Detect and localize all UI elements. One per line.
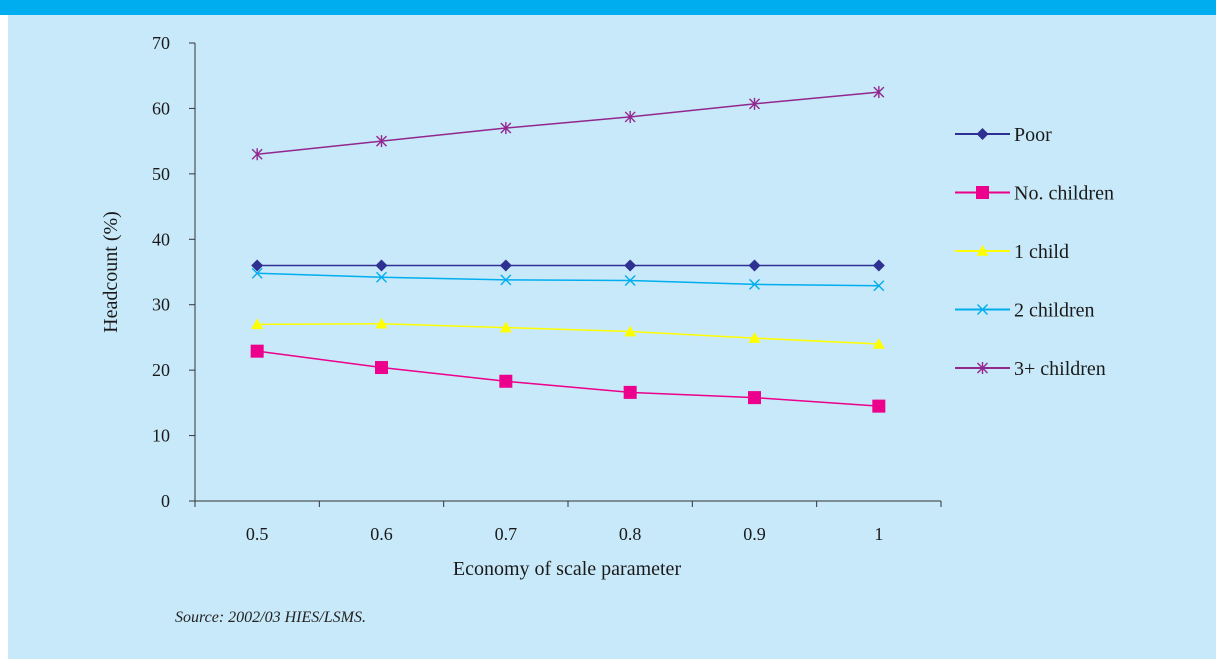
legend-item-2-children: 2 children [955, 300, 1095, 322]
x-tick-label: 0.7 [495, 524, 518, 544]
legend-item-no-children: No. children [955, 183, 1114, 205]
legend-label: 1 child [1014, 241, 1069, 263]
y-tick-label: 50 [152, 164, 170, 184]
data-point-poor [872, 259, 885, 272]
legend-item-1-child: 1 child [955, 241, 1069, 263]
chart-panel [8, 15, 1216, 659]
y-tick-label: 30 [152, 295, 170, 315]
y-axis-title: Headcount (%) [100, 211, 122, 333]
legend-marker [977, 362, 988, 374]
y-tick-label: 70 [152, 33, 170, 53]
data-point-poor [624, 259, 637, 272]
marker-stroke [251, 267, 263, 279]
top-accent-bar [0, 0, 1216, 15]
marker-stroke [977, 304, 988, 315]
data-point-3-children [376, 135, 387, 148]
legend-marker [976, 245, 989, 256]
x-tick-label: 0.6 [370, 524, 393, 544]
marker-stroke [376, 271, 387, 283]
series-line-2-children [257, 272, 879, 287]
marker-stroke [873, 280, 885, 292]
legend-label: Poor [1014, 124, 1052, 146]
y-tick-label: 10 [152, 426, 170, 446]
data-point-no-children [623, 385, 637, 399]
y-tick-label: 40 [152, 229, 170, 249]
data-point-poor [251, 259, 264, 272]
data-point-2-children [624, 275, 636, 287]
legend-item-3-children: 3+ children [955, 358, 1106, 380]
data-point-2-children [376, 271, 387, 283]
data-point-1-child [251, 318, 264, 330]
series-line-3-children [257, 91, 879, 155]
data-point-2-children [873, 280, 885, 292]
source-note: Source: 2002/03 HIES/LSMS. [175, 609, 366, 626]
data-point-poor [499, 259, 512, 272]
data-point-1-child [375, 317, 388, 329]
data-point-1-child [872, 337, 885, 349]
series-no-children [250, 344, 886, 413]
data-point-no-children [499, 374, 513, 388]
y-tick-label: 60 [152, 98, 170, 118]
data-point-no-children [748, 391, 761, 405]
x-tick-label: 0.9 [743, 524, 766, 544]
x-tick-label: 0.5 [246, 524, 269, 544]
legend-label: No. children [1014, 183, 1114, 205]
data-point-no-children [375, 361, 388, 375]
y-tick-label: 0 [161, 491, 170, 511]
data-point-1-child [624, 325, 637, 337]
data-point-2-children [500, 274, 512, 286]
data-point-3-children [500, 122, 512, 135]
series-3-children [251, 86, 885, 161]
legend-marker [976, 128, 989, 140]
series-2-children [251, 267, 885, 292]
series-poor [251, 259, 885, 272]
marker-stroke [749, 278, 760, 290]
data-point-1-child [748, 332, 761, 343]
data-point-3-children [873, 86, 885, 99]
x-tick-label: 1 [874, 524, 883, 544]
x-axis-title: Economy of scale parameter [453, 558, 682, 580]
marker-stroke [500, 274, 512, 286]
legend-label: 2 children [1014, 300, 1095, 322]
chart-axes: 0 10 20 30 40 50 60 70 0.5 0.6 0.7 0.8 0.9 1 [152, 33, 942, 544]
legend-label: 3+ children [1014, 358, 1106, 380]
data-point-3-children [251, 148, 263, 161]
data-point-3-children [624, 110, 636, 123]
legend-item-poor: Poor [955, 124, 1052, 146]
marker-stroke [624, 275, 636, 287]
series-line-1-child [257, 322, 879, 345]
data-point-poor [748, 259, 761, 272]
data-point-2-children [749, 278, 760, 290]
data-point-poor [375, 259, 388, 272]
legend-marker [976, 186, 989, 199]
data-point-no-children [872, 399, 886, 413]
data-point-2-children [251, 267, 263, 279]
data-point-3-children [749, 97, 760, 110]
chart-legend: Poor No. children 1 child 2 children 3+ chil… [955, 124, 1114, 380]
series-line-no-children [257, 350, 879, 407]
data-point-no-children [250, 344, 264, 358]
chart-series [250, 86, 886, 413]
legend-marker [977, 304, 988, 315]
series-1-child [251, 317, 885, 349]
y-tick-label: 20 [152, 360, 170, 380]
data-point-1-child [499, 321, 512, 333]
x-tick-label: 0.8 [619, 524, 642, 544]
